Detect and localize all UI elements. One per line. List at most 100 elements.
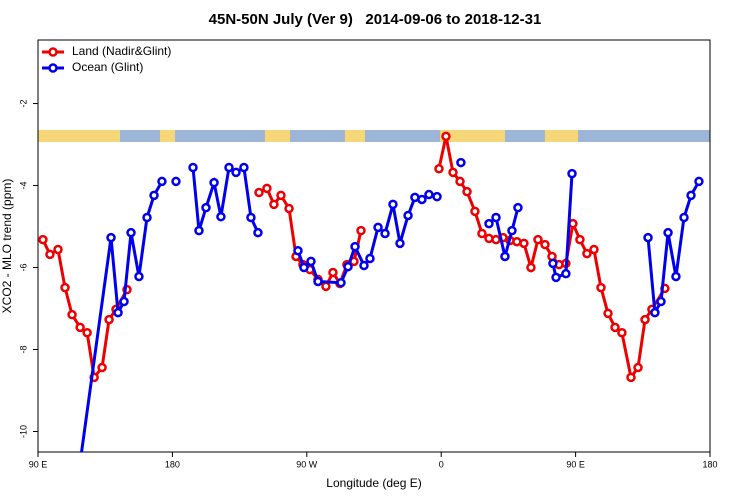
- data-point: [640, 314, 650, 325]
- data-point: [209, 177, 219, 188]
- data-point: [231, 167, 241, 178]
- data-point: [350, 241, 360, 252]
- data-point: [589, 244, 599, 255]
- data-point: [403, 210, 413, 221]
- data-point: [650, 307, 660, 318]
- data-point: [686, 190, 696, 201]
- data-point: [610, 322, 620, 333]
- data-point: [424, 189, 434, 200]
- data-point: [194, 225, 204, 236]
- series-line: [296, 192, 438, 285]
- x-tick-label: 180: [165, 459, 180, 469]
- series-line: [191, 164, 260, 234]
- series-line: [551, 173, 574, 280]
- y-tick-label: -8: [18, 346, 28, 354]
- legend: Land (Nadir&Glint) Ocean (Glint): [42, 44, 171, 74]
- data-point: [126, 227, 136, 238]
- y-tick-label: -2: [18, 100, 28, 108]
- data-point: [157, 176, 167, 187]
- data-point: [365, 253, 375, 264]
- data-point: [626, 372, 636, 383]
- data-point: [455, 176, 465, 187]
- data-point: [519, 238, 529, 249]
- chart-title: 45N-50N July (Ver 9) 2014-09-06 to 2018-…: [209, 11, 542, 28]
- data-point: [106, 232, 116, 243]
- legend-label: Ocean (Glint): [72, 60, 143, 74]
- data-point: [60, 282, 70, 293]
- legend-marker: [48, 63, 58, 73]
- data-point: [142, 212, 152, 223]
- data-point: [262, 183, 272, 194]
- data-point: [533, 234, 543, 245]
- data-point: [432, 191, 442, 202]
- data-point: [526, 262, 536, 273]
- data-point: [313, 276, 323, 287]
- y-tick-label: -6: [18, 264, 28, 272]
- x-tick-label: 180: [702, 459, 717, 469]
- data-point: [284, 203, 294, 214]
- data-point: [299, 262, 309, 273]
- data-point: [276, 190, 286, 201]
- data-point: [356, 225, 366, 236]
- data-point: [254, 187, 264, 198]
- x-tick-label: 0: [439, 459, 444, 469]
- data-point: [663, 227, 673, 238]
- data-point: [694, 176, 704, 187]
- data-point: [567, 168, 577, 179]
- y-tick-label: -10: [18, 425, 28, 438]
- data-point: [359, 260, 369, 271]
- data-point: [477, 228, 487, 239]
- data-point: [216, 211, 226, 222]
- data-point: [582, 248, 592, 259]
- data-point: [484, 218, 494, 229]
- data-point: [53, 244, 63, 255]
- data-point: [395, 238, 405, 249]
- data-point: [491, 212, 501, 223]
- data-point: [336, 277, 346, 288]
- data-point: [171, 176, 181, 187]
- data-point: [441, 131, 451, 142]
- x-tick-label: 90 E: [29, 459, 48, 469]
- data-point: [470, 206, 480, 217]
- x-tick-label: 90 W: [296, 459, 318, 469]
- data-point: [671, 271, 681, 282]
- data-point: [561, 268, 571, 279]
- data-point: [246, 212, 256, 223]
- data-point: [104, 314, 114, 325]
- data-point: [67, 309, 77, 320]
- data-point: [575, 234, 585, 245]
- data-point: [462, 186, 472, 197]
- data-point: [448, 167, 458, 178]
- data-point: [551, 272, 561, 283]
- data-point: [617, 327, 627, 338]
- data-point: [513, 202, 523, 213]
- data-point: [38, 234, 48, 245]
- data-point: [293, 245, 303, 256]
- x-axis-label: Longitude (deg E): [326, 476, 421, 490]
- data-point: [596, 282, 606, 293]
- data-point: [633, 362, 643, 373]
- data-point: [500, 251, 510, 262]
- y-axis-label: XCO2 - MLO trend (ppm): [0, 179, 14, 314]
- data-point: [45, 249, 55, 260]
- data-point: [82, 327, 92, 338]
- data-point: [75, 322, 85, 333]
- data-point: [72, 489, 79, 496]
- series-line: [646, 180, 701, 318]
- data-point: [679, 212, 689, 223]
- data-point: [456, 157, 466, 168]
- data-point: [380, 228, 390, 239]
- data-point: [149, 190, 159, 201]
- data-point: [643, 232, 653, 243]
- plot-frame: [37, 39, 711, 453]
- data-point: [656, 296, 666, 307]
- data-point: [373, 222, 383, 233]
- data-point: [134, 271, 144, 282]
- data-point: [224, 162, 234, 173]
- data-point: [119, 296, 129, 307]
- data-point: [97, 362, 107, 373]
- map-strip: [38, 130, 710, 142]
- x-tick-label: 90 E: [566, 459, 585, 469]
- data-point: [540, 239, 550, 250]
